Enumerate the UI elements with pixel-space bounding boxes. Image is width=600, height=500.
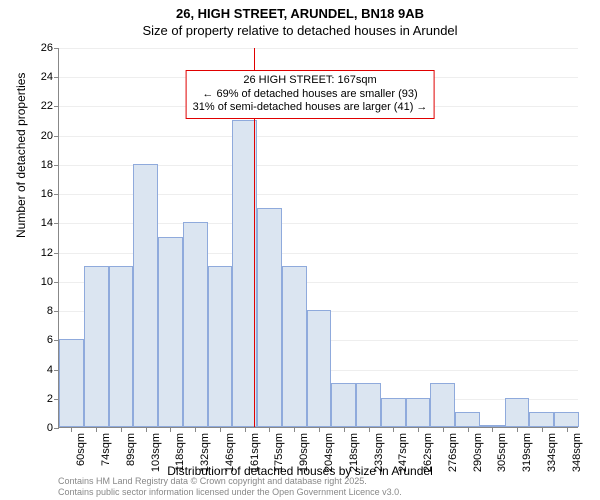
plot-area: 0246810121416182022242660sqm74sqm89sqm10… xyxy=(58,48,578,428)
histogram-bar xyxy=(59,339,84,427)
histogram-bar xyxy=(331,383,356,427)
annotation-line-3: 31% of semi-detached houses are larger (… xyxy=(193,101,428,115)
y-tick-label: 8 xyxy=(47,305,53,317)
y-tick-label: 12 xyxy=(41,247,53,259)
y-tick-mark xyxy=(54,136,59,137)
annotation-line-2: ← 69% of detached houses are smaller (93… xyxy=(193,88,428,102)
histogram-bar xyxy=(529,412,554,427)
y-tick-mark xyxy=(54,48,59,49)
x-tick-label: 60sqm xyxy=(75,433,87,466)
footer-line-1: Contains HM Land Registry data © Crown c… xyxy=(58,476,402,487)
x-tick-mark xyxy=(245,427,246,432)
x-tick-mark xyxy=(195,427,196,432)
y-tick-label: 18 xyxy=(41,159,53,171)
histogram-bar xyxy=(158,237,183,427)
x-tick-mark xyxy=(344,427,345,432)
y-tick-label: 26 xyxy=(41,42,53,54)
x-tick-label: 74sqm xyxy=(100,433,112,466)
x-tick-mark xyxy=(567,427,568,432)
x-tick-mark xyxy=(492,427,493,432)
histogram-bar xyxy=(133,164,158,427)
histogram-bar xyxy=(430,383,455,427)
x-tick-mark xyxy=(369,427,370,432)
x-tick-mark xyxy=(517,427,518,432)
y-tick-label: 16 xyxy=(41,188,53,200)
y-tick-mark xyxy=(54,165,59,166)
histogram-bar xyxy=(183,222,208,427)
y-tick-mark xyxy=(54,282,59,283)
x-tick-mark xyxy=(146,427,147,432)
histogram-bar xyxy=(356,383,381,427)
x-tick-mark xyxy=(170,427,171,432)
x-tick-mark xyxy=(220,427,221,432)
y-tick-label: 14 xyxy=(41,217,53,229)
y-tick-label: 20 xyxy=(41,130,53,142)
x-tick-label: 89sqm xyxy=(125,433,137,466)
histogram-bar xyxy=(505,398,530,427)
x-tick-mark xyxy=(542,427,543,432)
y-tick-label: 22 xyxy=(41,100,53,112)
histogram-bar xyxy=(84,266,109,427)
y-tick-mark xyxy=(54,253,59,254)
histogram-bar xyxy=(554,412,579,427)
y-tick-label: 6 xyxy=(47,334,53,346)
histogram-bar xyxy=(381,398,406,427)
histogram-bar xyxy=(455,412,480,427)
annotation-box: 26 HIGH STREET: 167sqm← 69% of detached … xyxy=(186,70,435,119)
x-tick-mark xyxy=(418,427,419,432)
y-tick-mark xyxy=(54,311,59,312)
histogram-bar xyxy=(257,208,282,427)
x-tick-mark xyxy=(319,427,320,432)
y-gridline xyxy=(59,136,578,137)
y-tick-label: 4 xyxy=(47,364,53,376)
y-tick-label: 24 xyxy=(41,71,53,83)
x-tick-mark xyxy=(393,427,394,432)
chart-title: 26, HIGH STREET, ARUNDEL, BN18 9AB Size … xyxy=(0,6,600,38)
histogram-bar xyxy=(109,266,134,427)
y-tick-label: 0 xyxy=(47,422,53,434)
y-gridline xyxy=(59,48,578,49)
y-axis-label: Number of detached properties xyxy=(14,73,28,238)
title-line-2: Size of property relative to detached ho… xyxy=(0,23,600,38)
x-tick-mark xyxy=(468,427,469,432)
footer-line-2: Contains public sector information licen… xyxy=(58,487,402,498)
x-tick-mark xyxy=(443,427,444,432)
histogram-bar xyxy=(208,266,233,427)
footer-credit: Contains HM Land Registry data © Crown c… xyxy=(58,476,402,498)
x-tick-mark xyxy=(121,427,122,432)
y-tick-mark xyxy=(54,194,59,195)
title-line-1: 26, HIGH STREET, ARUNDEL, BN18 9AB xyxy=(0,6,600,21)
y-tick-mark xyxy=(54,223,59,224)
x-tick-mark xyxy=(269,427,270,432)
x-tick-mark xyxy=(96,427,97,432)
y-tick-label: 10 xyxy=(41,276,53,288)
histogram-bar xyxy=(307,310,332,427)
x-tick-mark xyxy=(71,427,72,432)
y-tick-mark xyxy=(54,106,59,107)
x-tick-mark xyxy=(294,427,295,432)
histogram-bar xyxy=(282,266,307,427)
y-tick-mark xyxy=(54,428,59,429)
y-tick-mark xyxy=(54,77,59,78)
histogram-bar xyxy=(406,398,431,427)
annotation-line-1: 26 HIGH STREET: 167sqm xyxy=(193,74,428,88)
y-tick-label: 2 xyxy=(47,393,53,405)
chart-container: 26, HIGH STREET, ARUNDEL, BN18 9AB Size … xyxy=(0,0,600,500)
